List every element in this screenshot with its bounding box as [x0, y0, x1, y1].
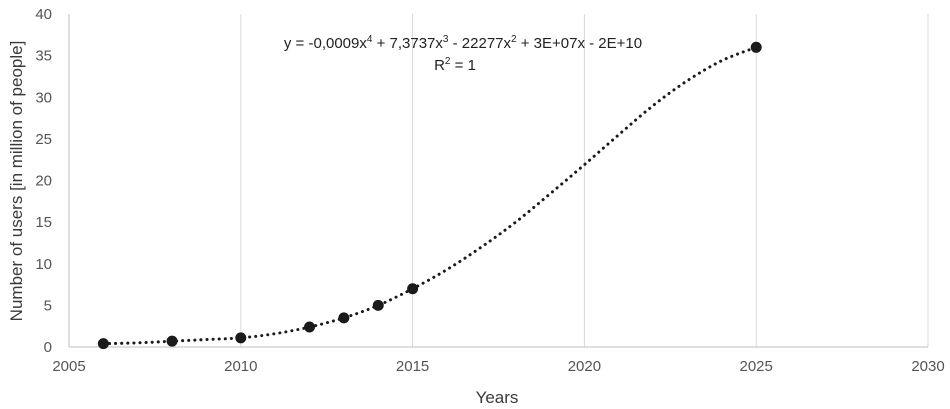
x-tick-label: 2005	[52, 358, 85, 375]
x-tick-label: 2025	[740, 358, 773, 375]
grid	[240, 14, 929, 347]
y-tick-label: 0	[44, 339, 52, 356]
data-point	[304, 321, 316, 333]
y-tick-label: 30	[35, 89, 52, 106]
data-point	[235, 332, 247, 344]
data-point	[372, 299, 384, 311]
trendline	[101, 45, 758, 346]
r-squared-label: R2 = 1	[434, 56, 476, 74]
data-point	[166, 335, 178, 347]
data-points	[97, 41, 762, 350]
y-axis-title: Number of users [in million of people]	[7, 41, 26, 322]
trendline-path	[101, 45, 758, 346]
x-tick-label: 2010	[224, 358, 257, 375]
data-point	[338, 312, 350, 324]
data-point	[97, 338, 109, 350]
y-tick-label: 5	[44, 297, 52, 314]
y-tick-label: 20	[35, 173, 52, 190]
axes	[68, 14, 928, 348]
y-tick-label: 10	[35, 256, 52, 273]
y-tick-label: 25	[35, 131, 52, 148]
data-point	[750, 41, 762, 53]
y-tick-label: 35	[35, 48, 52, 65]
data-point	[407, 283, 419, 295]
x-axis-title: Years	[476, 388, 519, 407]
x-tick-label: 2015	[396, 358, 429, 375]
x-tick-label: 2030	[911, 358, 944, 375]
x-tick-label: 2020	[568, 358, 601, 375]
equation-label: y = -0,0009x4 + 7,3737x3 - 22277x2 + 3E+…	[284, 34, 642, 52]
y-tick-label: 15	[35, 214, 52, 231]
y-tick-label: 40	[35, 6, 52, 23]
